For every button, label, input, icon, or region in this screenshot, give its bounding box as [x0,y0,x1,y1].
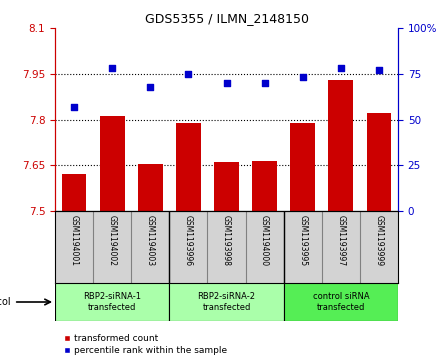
Text: GSM1194001: GSM1194001 [70,215,79,266]
Bar [367,113,391,211]
Point [70,104,77,110]
Text: GSM1194002: GSM1194002 [108,215,117,266]
Bar [62,174,86,211]
Point [337,65,345,71]
Text: GSM1193998: GSM1193998 [222,215,231,266]
Text: protocol: protocol [0,297,11,307]
Legend: transformed count, percentile rank within the sample: transformed count, percentile rank withi… [59,331,231,359]
Bar [290,123,315,211]
Bar [176,123,201,211]
Point [109,65,116,71]
Bar [100,117,125,211]
Text: GSM1194000: GSM1194000 [260,215,269,266]
Bar [284,283,398,321]
Point [299,74,306,80]
Text: GSM1193995: GSM1193995 [298,215,307,266]
Bar [252,161,277,211]
Bar [55,283,169,321]
Point [261,80,268,86]
Text: GSM1193997: GSM1193997 [336,215,345,266]
Point [375,67,382,73]
Text: GSM1193999: GSM1193999 [374,215,383,266]
Text: RBP2-siRNA-1
transfected: RBP2-siRNA-1 transfected [83,292,141,312]
Bar [169,283,284,321]
Text: GSM1193996: GSM1193996 [184,215,193,266]
Point [223,80,230,86]
Point [185,71,192,77]
Bar [138,164,163,211]
Text: GSM1194003: GSM1194003 [146,215,155,266]
Title: GDS5355 / ILMN_2148150: GDS5355 / ILMN_2148150 [144,12,308,25]
Point [147,83,154,89]
Bar [214,162,239,211]
Bar [328,80,353,211]
Text: RBP2-siRNA-2
transfected: RBP2-siRNA-2 transfected [198,292,256,312]
Text: control siRNA
transfected: control siRNA transfected [312,292,369,312]
